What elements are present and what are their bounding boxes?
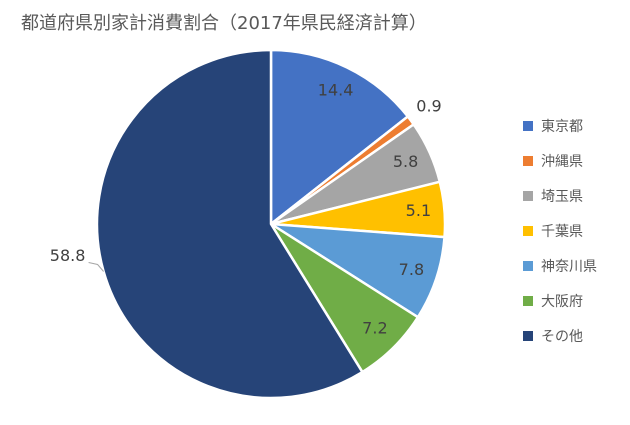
legend-label: 東京都 [541, 118, 583, 135]
legend-item-沖縄県: 沖縄県 [523, 143, 597, 178]
legend-swatch [523, 260, 533, 271]
data-label-大阪府: 7.2 [362, 319, 387, 338]
legend-label: その他 [541, 328, 583, 345]
data-label-その他: 58.8 [50, 246, 86, 265]
legend-swatch [523, 225, 533, 236]
legend-item-その他: その他 [523, 318, 597, 353]
label-leader-line [88, 262, 104, 272]
legend-item-埼玉県: 埼玉県 [523, 178, 597, 213]
legend-swatch [523, 330, 533, 341]
data-label-千葉県: 5.1 [406, 201, 431, 220]
legend-item-大阪府: 大阪府 [523, 283, 597, 318]
chart-title: 都道府県別家計消費割合（2017年県民経済計算） [21, 13, 427, 34]
legend-swatch [523, 190, 533, 201]
data-label-埼玉県: 5.8 [393, 152, 418, 171]
legend-swatch [523, 120, 533, 131]
legend-item-東京都: 東京都 [523, 108, 597, 143]
data-label-沖縄県: 0.9 [416, 96, 441, 115]
pie-slice-その他 [95, 48, 364, 400]
legend-label: 神奈川県 [541, 258, 597, 275]
legend-label: 沖縄県 [541, 153, 583, 170]
data-label-東京都: 14.4 [318, 81, 354, 100]
legend-label: 大阪府 [541, 293, 583, 310]
legend: 東京都沖縄県埼玉県千葉県神奈川県大阪府その他 [523, 108, 597, 353]
legend-label: 埼玉県 [541, 188, 583, 205]
data-label-神奈川県: 7.8 [399, 260, 424, 279]
legend-item-千葉県: 千葉県 [523, 213, 597, 248]
legend-item-神奈川県: 神奈川県 [523, 248, 597, 283]
legend-label: 千葉県 [541, 223, 583, 240]
pie-slice-東京都 [269, 48, 410, 226]
legend-swatch [523, 295, 533, 306]
legend-swatch [523, 155, 533, 166]
